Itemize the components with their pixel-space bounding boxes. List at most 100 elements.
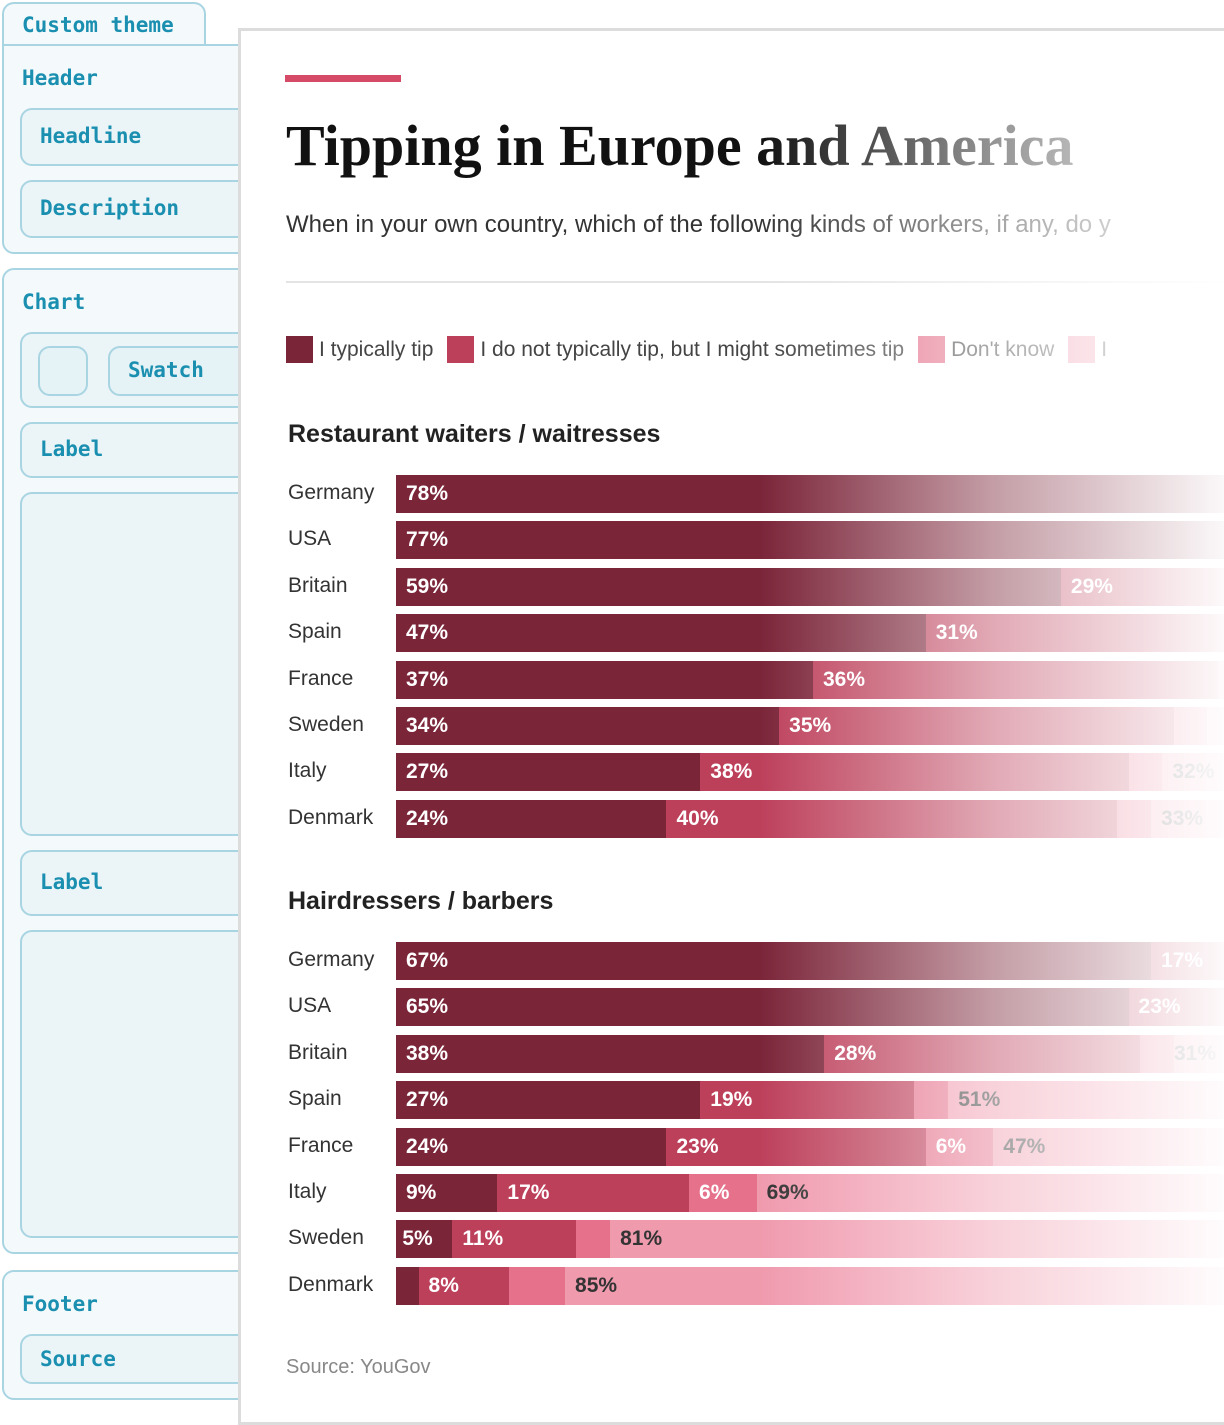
swatch-field[interactable]: Swatch <box>108 346 258 396</box>
country-label: France <box>288 1133 354 1157</box>
data-label: 47% <box>406 621 449 645</box>
bar-segment: 28% <box>824 1034 1140 1073</box>
bar-segment: 51% <box>948 1081 1224 1120</box>
data-label: 34% <box>406 714 449 737</box>
swatch-label: Swatch <box>128 358 204 382</box>
label-field-2[interactable]: Label <box>20 850 260 916</box>
data-label: 35% <box>789 714 832 737</box>
bar-row: Germany 67% 17% <box>288 942 1224 980</box>
bar-segment <box>1218 660 1224 699</box>
data-label: 59% <box>406 574 449 598</box>
data-label: 81% <box>620 1227 663 1251</box>
label-field-1[interactable]: Label <box>20 422 260 478</box>
data-label: 85% <box>575 1273 618 1297</box>
bar-row: Britain 59% 29% <box>288 567 1224 606</box>
bar-segment: 27% <box>396 1081 701 1120</box>
bar-segment: 40% <box>666 799 1118 838</box>
data-label: 31% <box>935 621 978 645</box>
bar-row: France 37% 36% <box>288 660 1224 699</box>
stacked-bar: 34% 35% <box>396 707 1224 745</box>
legend-item: Don't know <box>918 336 1054 363</box>
bar-segment: 38% <box>700 753 1129 792</box>
source-text: Source: YouGov <box>286 1356 431 1378</box>
data-label: 78% <box>406 482 449 505</box>
bar-segment: 29% <box>1060 567 1224 606</box>
data-label: 11% <box>462 1227 504 1251</box>
tab-custom-theme[interactable]: Custom theme <box>2 2 206 48</box>
country-label: Spain <box>288 620 342 644</box>
chart-group: Chart Swatch Label Label <box>2 268 262 1254</box>
bar-segment <box>1128 753 1163 792</box>
content-area-2[interactable] <box>20 930 260 1238</box>
stacked-bar: 9% 17% 6% 69% <box>396 1174 1224 1212</box>
bar-segment <box>576 1220 611 1259</box>
headline-label: Headline <box>40 124 142 148</box>
bar-segment: 35% <box>779 707 1174 745</box>
bar-segment: 5% <box>396 1220 453 1259</box>
bar-row: Germany 78% <box>288 475 1224 513</box>
bar-segment: 24% <box>396 1127 667 1166</box>
stacked-bar: 8% 85% <box>396 1266 1224 1305</box>
country-label: Denmark <box>288 1272 374 1296</box>
legend-swatch <box>1068 336 1096 363</box>
bar-segment: 37% <box>396 660 813 699</box>
chart-group-title: Chart <box>22 290 86 314</box>
bar-segment: 23% <box>1128 988 1224 1027</box>
bar-segment: 47% <box>993 1127 1224 1166</box>
bar-row: Denmark 8% 85% <box>288 1266 1224 1305</box>
panel-title: Hairdressers / barbers <box>288 887 554 915</box>
bar-segment <box>914 1081 949 1120</box>
bar-segment: 67% <box>396 942 1152 980</box>
footer-group: Footer Source <box>2 1270 262 1400</box>
content-area-1[interactable] <box>20 492 260 836</box>
panel-title: Restaurant waiters / waitresses <box>288 420 661 448</box>
legend-label: I <box>1101 337 1108 361</box>
bar-segment: 17% <box>497 1174 689 1212</box>
stacked-bar: 47% 31% <box>396 614 1224 653</box>
stacked-bar: 38% 28% 31% <box>396 1034 1224 1073</box>
chart-title: Tipping in Europe and America <box>286 113 1074 178</box>
tab-label: Custom theme <box>22 13 174 37</box>
bar-segment: 19% <box>700 1081 915 1120</box>
bar-segment: 85% <box>565 1266 1224 1305</box>
bar-row: USA 77% <box>288 521 1224 560</box>
bar-segment: 65% <box>396 988 1129 1027</box>
headline-field[interactable]: Headline <box>20 108 260 166</box>
country-label: Britain <box>288 573 348 597</box>
description-field[interactable]: Description <box>20 180 260 238</box>
bar-row: Italy 27% 38% 32% <box>288 753 1224 792</box>
stacked-bar: 78% <box>396 475 1224 513</box>
bar-segment: 23% <box>666 1127 926 1166</box>
bar-row: Spain 47% 31% <box>288 614 1224 653</box>
data-label: 47% <box>1003 1134 1046 1158</box>
data-label: 17% <box>1161 949 1204 972</box>
bar-segment: 38% <box>396 1034 825 1073</box>
bar-segment: 77% <box>396 521 1224 560</box>
legend-item: I typically tip <box>286 336 433 363</box>
legend-item: I <box>1068 336 1107 363</box>
bar-row: France 24% 23% 6% 47% <box>288 1127 1224 1166</box>
color-swatch[interactable] <box>38 346 88 396</box>
data-label: 19% <box>710 1088 753 1112</box>
bar-segment <box>1117 799 1152 838</box>
data-label: 38% <box>406 1041 449 1065</box>
legend-label: I typically tip <box>319 337 434 361</box>
data-label: 69% <box>766 1181 809 1204</box>
footer-group-title: Footer <box>22 1292 98 1316</box>
data-label: 17% <box>507 1181 550 1204</box>
data-label: 27% <box>406 760 449 784</box>
source-field[interactable]: Source <box>20 1334 260 1384</box>
bar-row: Sweden 34% 35% <box>288 707 1224 745</box>
data-label: 23% <box>1138 995 1181 1019</box>
divider <box>286 281 1224 283</box>
bar-segment: 24% <box>396 799 667 838</box>
data-label: 24% <box>406 1134 449 1158</box>
label-1: Label <box>40 437 104 461</box>
bar-segment: 36% <box>812 660 1219 699</box>
bar-segment: 6% <box>925 1127 994 1166</box>
data-label: 23% <box>676 1134 719 1158</box>
stacked-bar: 67% 17% <box>396 942 1224 980</box>
data-label: 38% <box>710 760 753 784</box>
stacked-bar: 59% 29% <box>396 567 1224 606</box>
country-label: Germany <box>288 481 375 504</box>
